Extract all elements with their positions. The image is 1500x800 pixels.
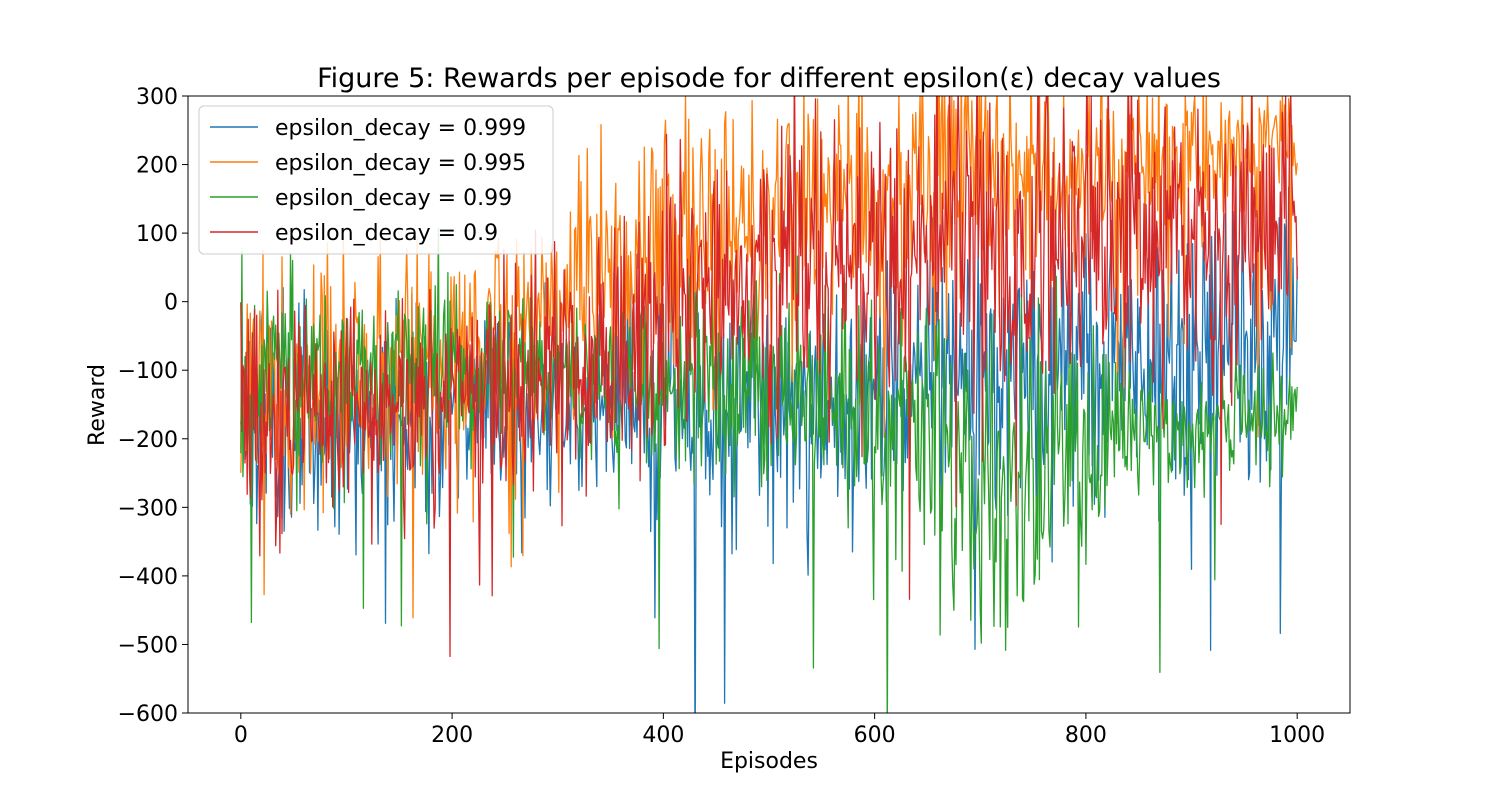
plot-frame	[187, 95, 1351, 714]
y-tick-label: −600	[118, 702, 178, 727]
x-tick-label: 800	[1065, 723, 1107, 748]
legend-label: epsilon_decay = 0.99	[275, 186, 512, 211]
y-axis-label: Reward	[85, 364, 110, 446]
series-layer	[240, 96, 1298, 713]
x-tick-label: 400	[642, 723, 684, 748]
x-tick-label: 600	[854, 723, 896, 748]
x-axis-label: Episodes	[720, 749, 818, 774]
legend-items: epsilon_decay = 0.999 epsilon_decay = 0.9…	[210, 116, 526, 246]
legend-label: epsilon_decay = 0.9	[275, 221, 498, 246]
x-tick-label: 200	[431, 723, 473, 748]
x-tick-label: 0	[234, 723, 248, 748]
legend-label: epsilon_decay = 0.995	[275, 151, 526, 176]
y-tick-label: 0	[164, 291, 178, 316]
y-tick-label: −200	[118, 428, 178, 453]
y-tick-label: −500	[118, 633, 178, 658]
legend: epsilon_decay = 0.999 epsilon_decay = 0.9…	[198, 105, 554, 255]
x-axis-ticks: 0 200 400 600 800 1000	[234, 713, 1325, 748]
legend-box	[198, 105, 554, 255]
y-tick-label: −400	[118, 565, 178, 590]
y-tick-label: −100	[118, 359, 178, 384]
y-tick-label: 100	[136, 222, 178, 247]
series-line-3	[240, 96, 1298, 658]
series-line-1	[240, 96, 1298, 619]
y-tick-label: 300	[136, 85, 178, 110]
chart-title: Figure 5: Rewards per episode for differ…	[317, 63, 1221, 94]
y-tick-label: −300	[118, 496, 178, 521]
legend-label: epsilon_decay = 0.999	[275, 116, 526, 141]
y-tick-label: 200	[136, 154, 178, 179]
x-tick-label: 1000	[1269, 723, 1325, 748]
y-axis-ticks: −600 −500 −400 −300 −200 −100 0 100 200 300	[118, 85, 188, 727]
